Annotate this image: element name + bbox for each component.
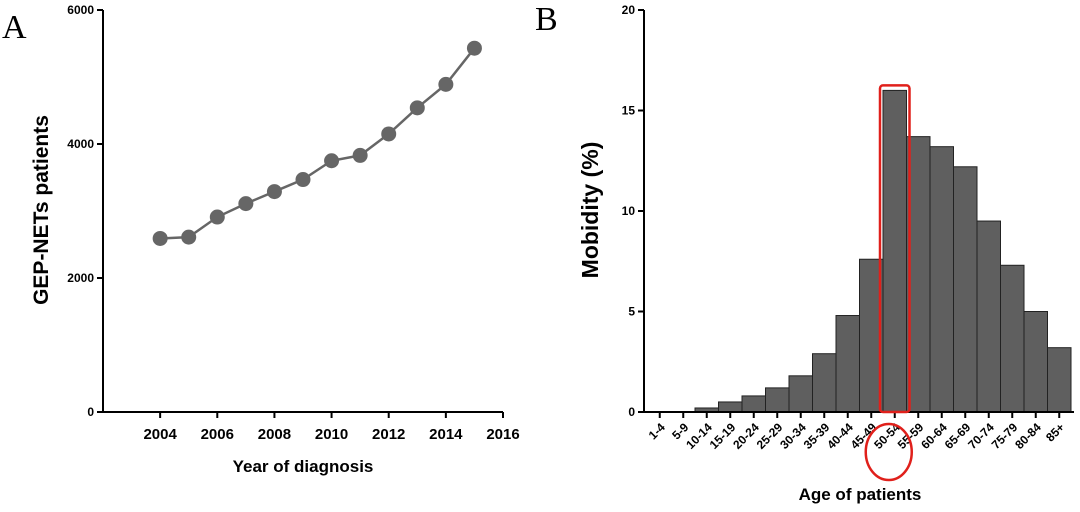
chart-a-series [152, 40, 482, 246]
chart-a-point [266, 184, 282, 200]
chart-b-ytick-label: 20 [622, 3, 636, 17]
chart-a-xtick-label: 2012 [372, 426, 405, 443]
chart-a-point [295, 172, 311, 188]
chart-a-point [181, 229, 197, 245]
chart-b-bar [929, 146, 954, 413]
chart-b-xtick-label: 65-69 [942, 420, 974, 452]
chart-b-xtick-label: 10-14 [683, 420, 715, 452]
chart-b-xtick-label: 80-84 [1012, 420, 1044, 452]
chart-b-ytick-label: 10 [622, 204, 636, 218]
chart-b-xtick-label: 75-79 [989, 420, 1021, 452]
chart-b-bar [976, 220, 1001, 413]
chart-b-bar [741, 395, 766, 413]
chart-b-xtick-label: 20-24 [730, 420, 762, 452]
chart-a-xtick-label: 2016 [486, 426, 519, 443]
chart-a-axis-lines [102, 10, 503, 413]
chart-a-point [409, 100, 425, 116]
chart-b-xtick-label: 25-29 [754, 420, 786, 452]
chart-b-bars [694, 89, 1072, 413]
chart-a-xlabel: Year of diagnosis [233, 457, 374, 476]
chart-a-point [238, 196, 254, 212]
chart-b-bar [1023, 311, 1048, 413]
chart-b-bar [882, 89, 907, 413]
chart-b-bar [718, 401, 743, 413]
chart-b-bar [765, 387, 790, 413]
chart-b-xlabel: Age of patients [799, 485, 922, 504]
chart-a-point [324, 153, 340, 169]
panel-a-label: A [2, 9, 27, 46]
chart-b-bar [812, 353, 837, 413]
chart-a-point [352, 147, 368, 163]
chart-a-xtick-label: 2008 [258, 426, 291, 443]
chart-a-xtick-label: 2010 [315, 426, 348, 443]
chart-a-point [381, 126, 397, 142]
chart-a-point [209, 209, 225, 225]
chart-a-ytick-label: 2000 [67, 271, 94, 285]
chart-a-xtick-label: 2014 [429, 426, 463, 443]
panel-b-label: B [535, 1, 558, 38]
panel-b: B Mobidity (%) Age of patients 1-4 5-910-… [535, 1, 1074, 504]
chart-b-xtick-label: 15-19 [707, 420, 739, 452]
chart-a-point [438, 76, 454, 92]
chart-b-xtick-label: 45-49 [848, 420, 880, 452]
chart-a-series-line [160, 47, 476, 240]
chart-b-bar [1000, 264, 1025, 413]
chart-a-ytick-label: 4000 [67, 137, 94, 151]
chart-b-ytick-label: 5 [628, 305, 635, 319]
chart-b-bar [835, 315, 860, 413]
chart-a-point [466, 40, 482, 56]
chart-b-bar [1047, 347, 1072, 413]
panel-a: A GEP-NETs patients Year of diagnosis 0 2… [2, 3, 520, 476]
chart-b-highlight [864, 84, 913, 482]
chart-b-xtick-label: 35-39 [801, 420, 833, 452]
chart-b-highlight-box [878, 84, 911, 414]
chart-b-xtick-label: 70-74 [965, 420, 997, 452]
chart-a-ylabel: GEP-NETs patients [30, 115, 53, 305]
chart-a-xtick-label: 2006 [201, 426, 234, 443]
chart-b-xtick-label: 40-44 [824, 420, 856, 452]
chart-b-xtick-label: 30-34 [777, 420, 809, 452]
chart-b-xtick-label: 85+ [1043, 420, 1067, 444]
chart-b-xtick-label: 60-64 [918, 420, 950, 452]
chart-a-xtick-label: 2004 [143, 426, 177, 443]
chart-b-ytick-label: 0 [628, 405, 635, 419]
chart-a-point [152, 230, 168, 246]
chart-a-ytick-label: 0 [87, 405, 94, 419]
chart-b-highlight-circle [864, 422, 913, 482]
chart-b-xtick-label: 1-4 [646, 420, 668, 442]
chart-b-bar [953, 166, 978, 413]
chart-b-ylabel: Mobidity (%) [577, 142, 603, 279]
chart-b-bar [788, 375, 813, 413]
chart-a-axes: 0 2000 4000 6000 2004 2006 2008 2010 2012 2014 201… [67, 3, 519, 443]
chart-b-ytick-label: 15 [622, 104, 636, 118]
chart-a-ytick-label: 6000 [67, 3, 94, 17]
